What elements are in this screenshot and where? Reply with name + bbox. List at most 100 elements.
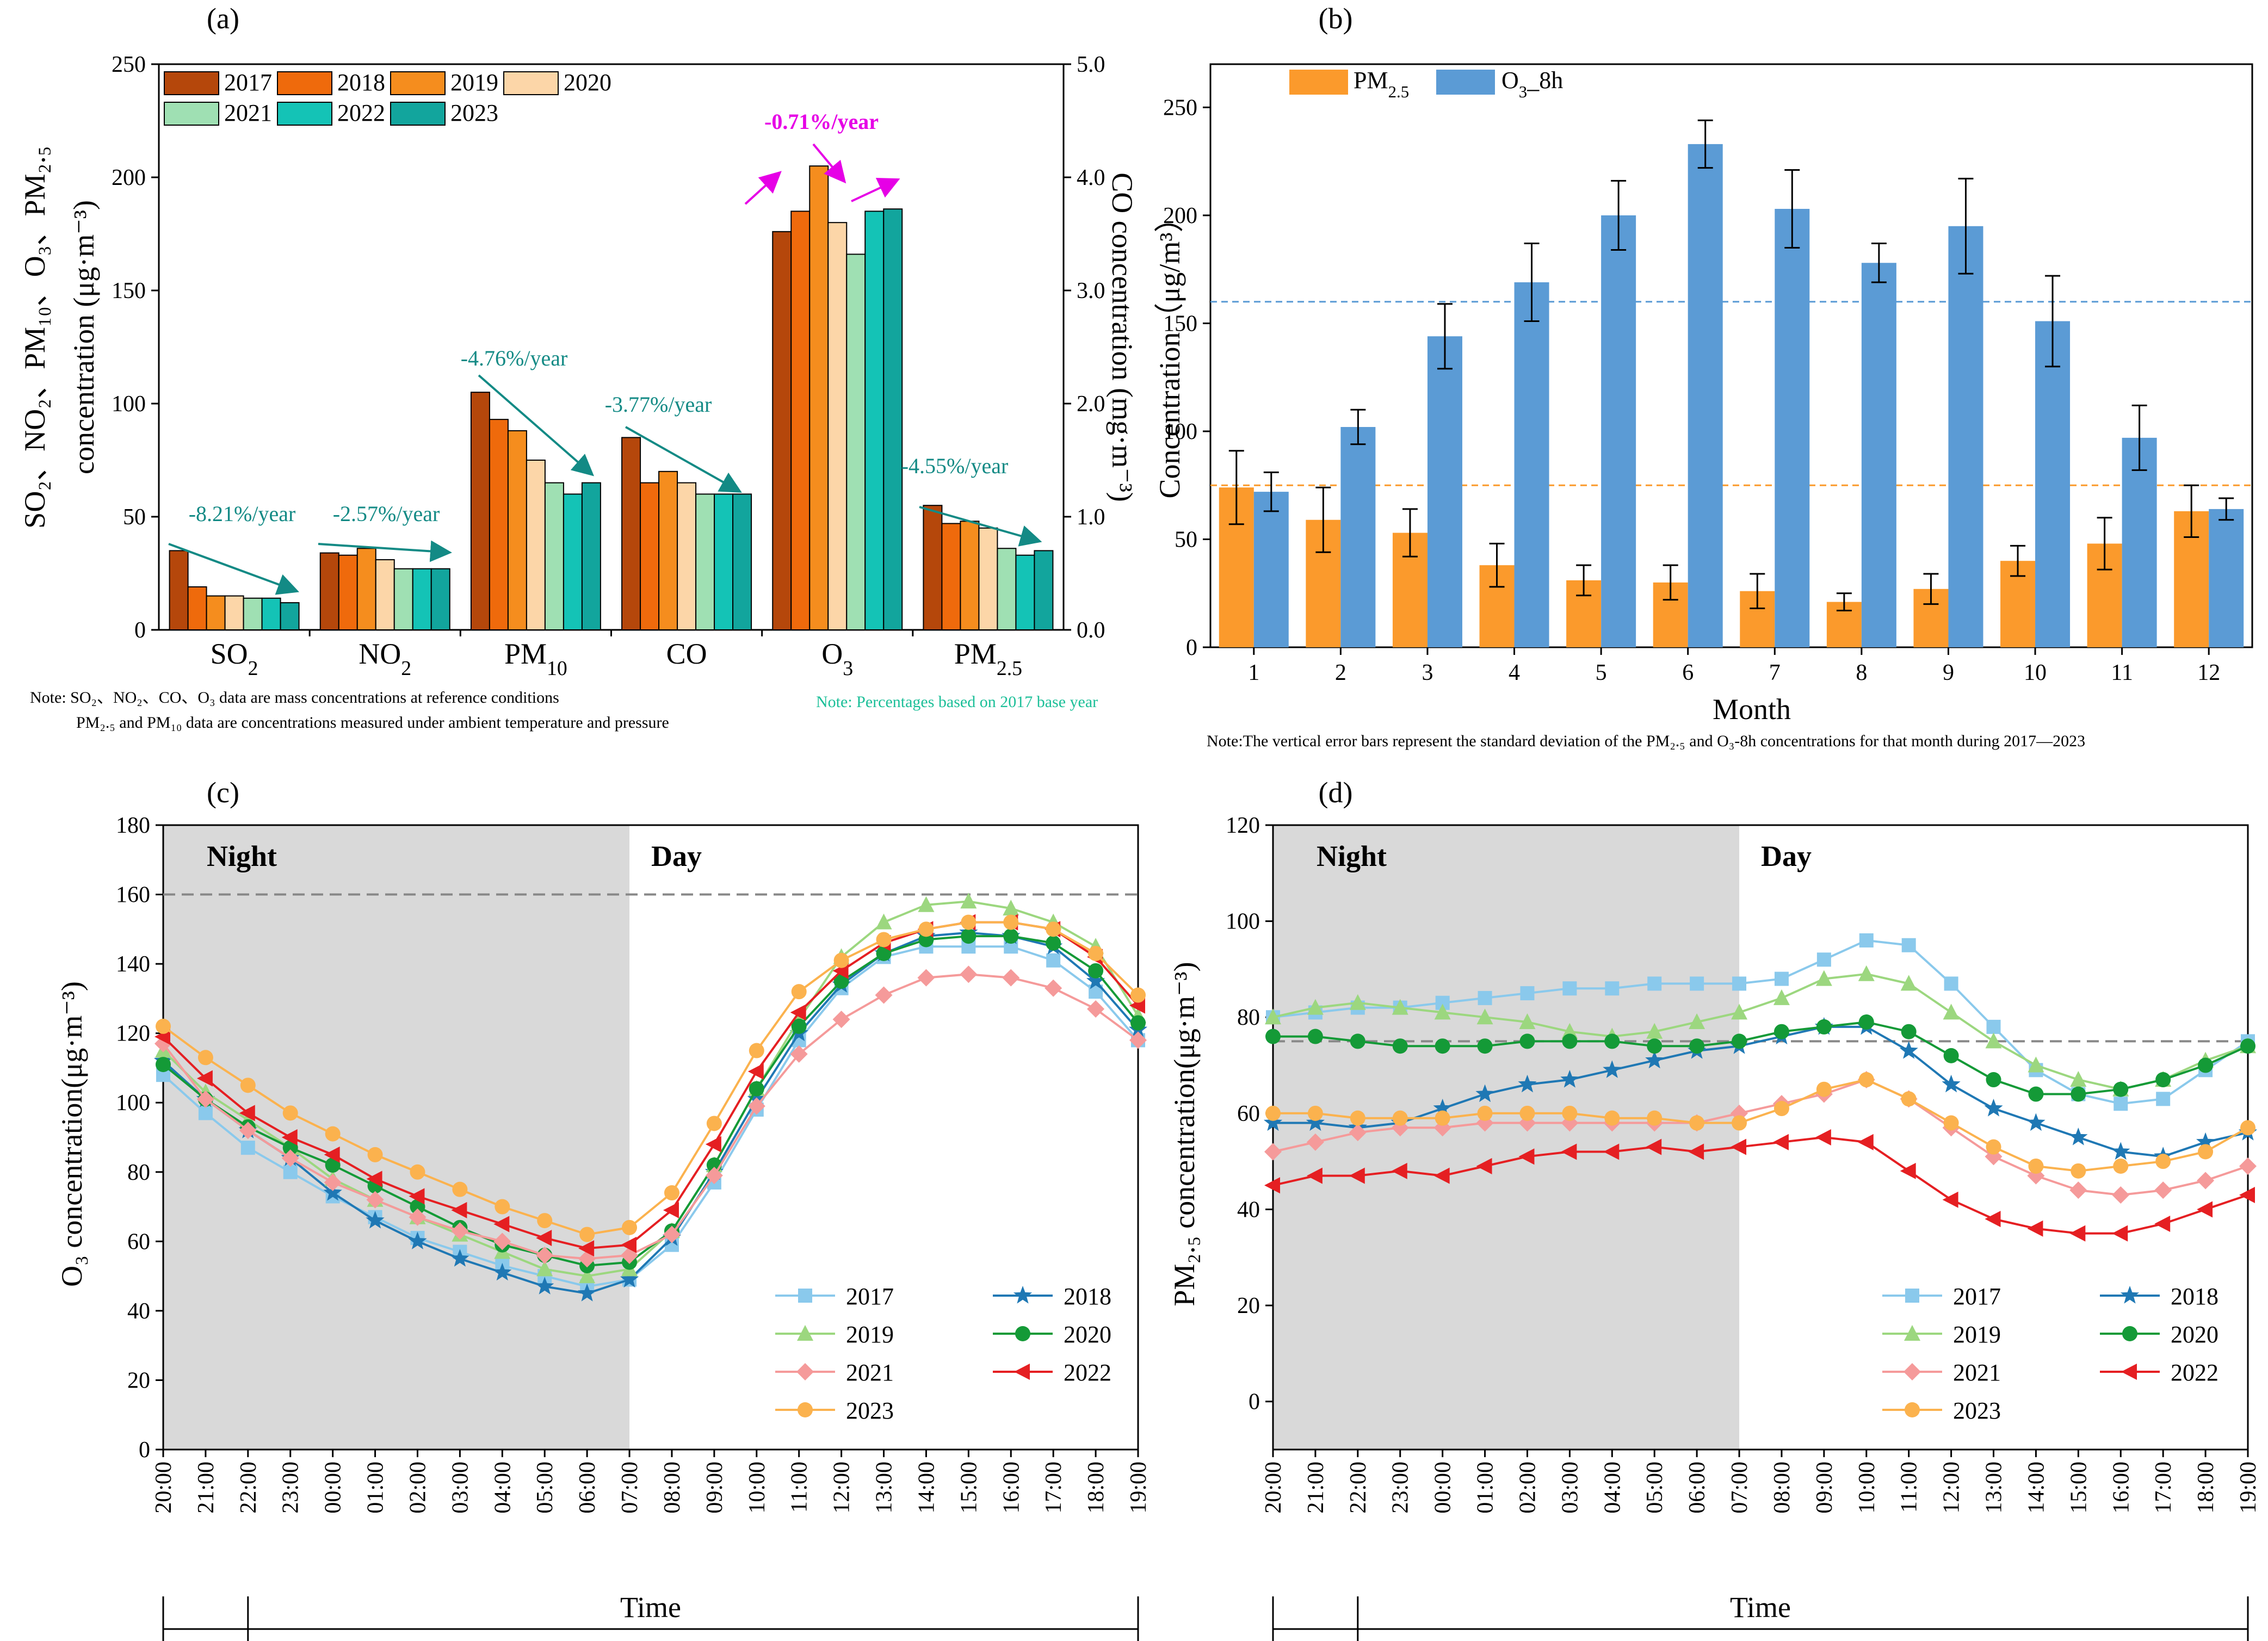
panel-a-bar-2018-SO2 xyxy=(187,586,207,630)
panel-a-xtick-CO: CO xyxy=(666,637,707,670)
panel-a-y2tick-label: 3.0 xyxy=(1077,278,1105,304)
panel-a-xtick-SO2-sub: 2 xyxy=(248,657,258,680)
panel-a-trend-arrow xyxy=(919,506,1042,547)
panel-d-point-2020 xyxy=(1307,1029,1323,1044)
panel-a-bar-2017-SO2 xyxy=(169,550,189,631)
panel-d-point-2023 xyxy=(2155,1154,2171,1169)
panel-c-point-2018 xyxy=(535,1277,554,1295)
panel-d-xtick-label: 22:00 xyxy=(1346,1462,1371,1514)
panel-d-point-2022 xyxy=(1561,1143,1577,1160)
panel-a-ytick-label: 150 xyxy=(112,278,146,304)
panel-d-legend-label-2023: 2023 xyxy=(1953,1397,2001,1424)
panel-d-xtick-label: 14:00 xyxy=(2024,1462,2049,1514)
panel-b-legend-label-o3: O3_8h xyxy=(1501,67,1563,101)
panel-b-legend-label-pm25-main: PM xyxy=(1354,67,1388,94)
panel-c-point-2022 xyxy=(281,1129,298,1145)
panel-b-xtick-label: 11 xyxy=(2111,660,2133,685)
panel-d-point-2023 xyxy=(1604,1110,1620,1126)
panel-c-point-2018 xyxy=(323,1183,342,1201)
panel-c-point-2018 xyxy=(366,1211,385,1229)
panel-c-point-2023 xyxy=(325,1126,341,1142)
panel-c-point-2022 xyxy=(790,1004,806,1021)
panel-d-xtick-label: 17:00 xyxy=(2151,1462,2176,1514)
panel-b-legend-label-o3-tail: _8h xyxy=(1527,67,1563,94)
panel-d-xtick-label: 01:00 xyxy=(1473,1462,1498,1514)
panel-d-point-2021 xyxy=(2069,1181,2087,1199)
panel-b-xtick-label: 5 xyxy=(1596,660,1607,685)
panel-a-bar-2023-O3 xyxy=(883,208,903,630)
panel-c-point-2017 xyxy=(240,1141,255,1155)
panel-d-xtick-label: 12:00 xyxy=(1939,1462,1964,1514)
panel-a-bar-2022-NO2 xyxy=(412,568,432,631)
panel-a-note-line2: PM₂.₅ and PM₁₀ data are concentrations m… xyxy=(76,714,669,732)
panel-d-legend-label-2018: 2018 xyxy=(2171,1283,2218,1310)
panel-c-point-2019 xyxy=(875,913,892,930)
panel-c-point-2017 xyxy=(1046,953,1061,968)
panel-d-point-2022 xyxy=(2069,1225,2086,1242)
panel-a-legend-swatch-2022 xyxy=(277,102,332,126)
panel-c-ytick-label: 180 xyxy=(116,813,150,838)
panel-d-point-2019 xyxy=(1476,1008,1493,1025)
panel-c-point-2022 xyxy=(663,1202,679,1218)
panel-d-point-2018 xyxy=(1645,1050,1664,1069)
panel-a-ytick-label: 200 xyxy=(112,165,146,190)
panel-c-point-2022 xyxy=(409,1188,425,1205)
panel-d-ylabel: PM₂.₅ concentration(μg·m⁻³) xyxy=(1168,962,1201,1306)
panel-a-bar-2023-PM2.5 xyxy=(1034,550,1054,631)
panel-c-point-2023 xyxy=(1003,914,1019,930)
panel-c-ytick-label: 160 xyxy=(116,883,150,908)
panel-c-point-2019 xyxy=(1003,900,1019,916)
panel-b-bar-O3_8h-1 xyxy=(1253,492,1289,647)
panel-c-legend-marker-2019 xyxy=(797,1325,813,1341)
panel-b-legend-label-pm25-sub: 2.5 xyxy=(1388,83,1410,101)
panel-d-point-2022 xyxy=(2239,1186,2255,1203)
panel-d-point-2017 xyxy=(1986,1019,2001,1034)
panel-c-point-2023 xyxy=(367,1147,383,1162)
panel-c-legend-marker-2023 xyxy=(798,1402,813,1417)
panel-c-point-2023 xyxy=(452,1181,468,1197)
panel-a-y2tick-label: 2.0 xyxy=(1077,392,1105,417)
panel-c-xlabel: Time xyxy=(620,1591,681,1624)
panel-c-point-2021 xyxy=(832,1011,850,1029)
panel-b-xtick-label: 1 xyxy=(1248,660,1259,685)
panel-c-point-2020 xyxy=(791,1018,807,1034)
panel-c-point-2018 xyxy=(620,1270,639,1288)
panel-d-point-2022 xyxy=(1306,1167,1323,1184)
panel-a-xtick-PM10: PM10 xyxy=(504,637,567,680)
panel-d-point-2022 xyxy=(1646,1138,1662,1155)
panel-c-xtick-label: 12:00 xyxy=(830,1462,855,1514)
panel-d-legend-marker-2019 xyxy=(1904,1325,1920,1341)
panel-a-legend-label-2017: 2017 xyxy=(224,69,272,96)
panel-a-trend-label: -4.55%/year xyxy=(901,454,1009,478)
panel-d-ytick-label: 100 xyxy=(1226,909,1260,934)
panel-d-point-2017 xyxy=(1816,952,1831,967)
panel-d-point-2022 xyxy=(1264,1177,1280,1194)
panel-d-point-2018 xyxy=(1263,1113,1283,1131)
panel-a-legend-label-2018: 2018 xyxy=(337,69,385,96)
panel-d-point-2022 xyxy=(1603,1143,1620,1160)
panel-c-point-2023 xyxy=(1088,945,1104,961)
panel-c-legend-marker-2022 xyxy=(1014,1364,1030,1380)
panel-d-point-2018 xyxy=(1899,1041,1918,1059)
panel-d-point-2020 xyxy=(1519,1033,1535,1049)
panel-d-point-2020 xyxy=(2028,1086,2044,1102)
panel-c-point-2019 xyxy=(918,896,935,912)
panel-a-trend-arrow xyxy=(318,540,452,562)
panel-d-point-2023 xyxy=(1265,1105,1281,1121)
panel-a-xtick-O3-main: O xyxy=(821,637,843,670)
panel-b-ylabel: Concentration（μg/m³） xyxy=(1153,203,1186,498)
panel-d-point-2019 xyxy=(1646,1023,1663,1039)
panel-c-legend-label-2022: 2022 xyxy=(1064,1359,1111,1386)
panel-d-point-2023 xyxy=(1647,1110,1663,1126)
panel-c-night-label: Night xyxy=(207,840,277,872)
panel-a-bar-2022-SO2 xyxy=(261,597,281,631)
panel-d-point-2018 xyxy=(1518,1074,1537,1093)
panel-b-ytick-label: 100 xyxy=(1163,419,1197,444)
panel-a-legend-swatch-2023 xyxy=(390,102,446,126)
panel-d-point-2018 xyxy=(1603,1060,1622,1078)
panel-d-ytick-label: 40 xyxy=(1237,1197,1260,1222)
panel-c-xtick-label: 09:00 xyxy=(702,1462,727,1514)
panel-c-xtick-label: 06:00 xyxy=(575,1462,600,1514)
panel-d-point-2020 xyxy=(1350,1033,1365,1049)
